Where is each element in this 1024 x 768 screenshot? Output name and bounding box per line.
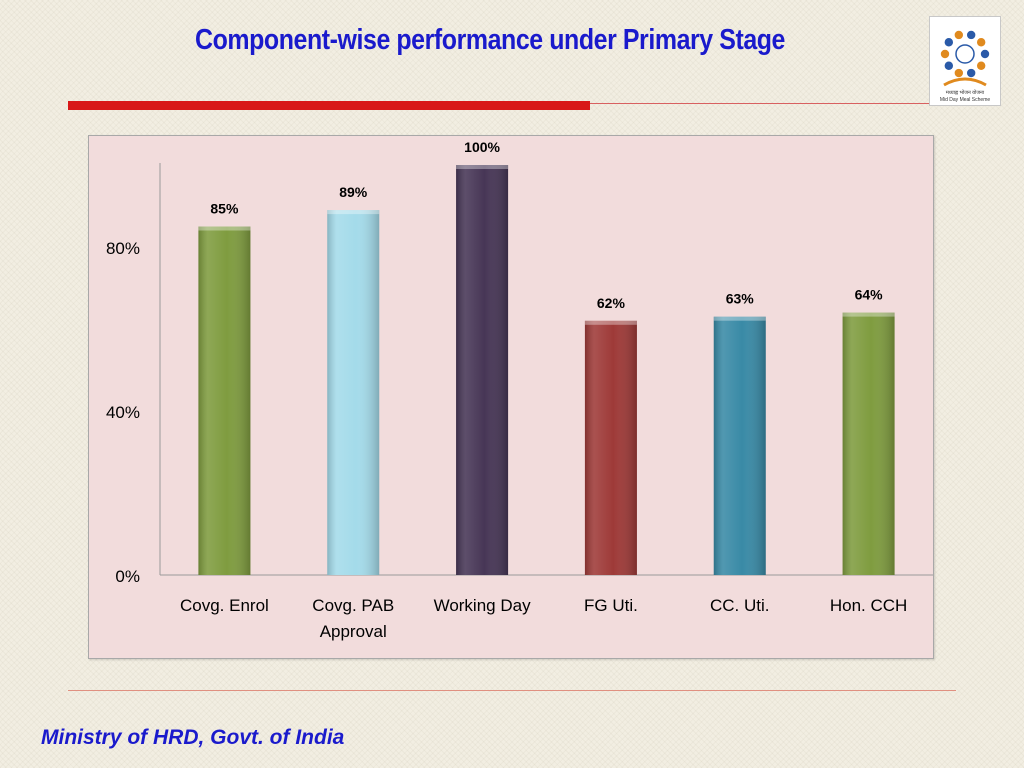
category-label-0: Covg. Enrol (180, 596, 269, 615)
data-label-5: 64% (855, 287, 884, 303)
category-label-1: Approval (320, 622, 387, 641)
bar-cap-2 (456, 165, 509, 169)
bar-shade-1 (327, 210, 380, 575)
y-tick-label: 80% (106, 239, 140, 258)
bar-shade-5 (842, 312, 895, 575)
category-label-1: Covg. PAB (312, 596, 394, 615)
category-label-4: CC. Uti. (710, 596, 770, 615)
y-tick-label: 40% (106, 403, 140, 422)
title-accent-rule (68, 101, 590, 110)
logo-caption: Mid Day Meal Scheme (940, 97, 991, 103)
data-label-4: 63% (726, 291, 755, 307)
data-label-3: 62% (597, 295, 626, 311)
data-label-2: 100% (464, 139, 500, 155)
bar-shade-3 (584, 320, 637, 575)
slide-title: Component-wise performance under Primary… (194, 24, 786, 56)
category-label-3: FG Uti. (584, 596, 638, 615)
bar-cap-1 (327, 210, 380, 215)
bar-cap-5 (842, 312, 895, 317)
data-label-0: 85% (210, 201, 239, 217)
bar-chart: 0% 40% 80% 85% Covg. Enrol 89% Covg. PAB Appro… (106, 139, 933, 641)
footer-rule (68, 690, 956, 691)
category-label-5: Hon. CCH (830, 596, 907, 615)
category-label-2: Working Day (434, 596, 531, 615)
bar-cap-4 (713, 316, 766, 321)
bar-shade-2 (456, 165, 509, 575)
chart-panel: 0% 40% 80% 85% Covg. Enrol 89% Covg. PAB Appro… (88, 135, 934, 659)
title-thin-rule (590, 103, 930, 104)
footer-text: Ministry of HRD, Govt. of India (41, 726, 345, 749)
y-tick-label: 0% (115, 567, 140, 586)
mid-day-meal-logo-icon: मध्याह्न भोजन योजना Mid Day Meal Scheme (929, 16, 1001, 106)
logo-caption-hindi: मध्याह्न भोजन योजना (946, 89, 985, 96)
bar-shade-0 (198, 226, 251, 575)
bar-shade-4 (713, 316, 766, 575)
bar-cap-3 (584, 320, 637, 325)
bar-cap-0 (198, 226, 251, 231)
data-label-1: 89% (339, 184, 368, 200)
